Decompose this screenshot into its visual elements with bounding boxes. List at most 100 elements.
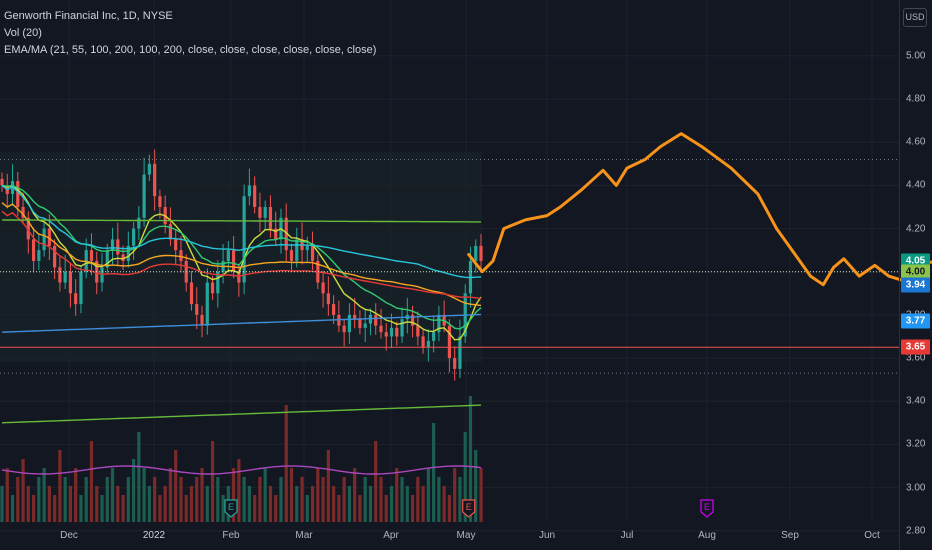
volume-bar (474, 450, 478, 522)
candle (479, 245, 483, 261)
candle (200, 314, 204, 326)
candle (137, 217, 141, 229)
volume-bar (347, 486, 352, 522)
candle (332, 304, 336, 315)
x-tick-label: Dec (60, 530, 78, 541)
svg-text:E: E (466, 502, 472, 512)
volume-bar (105, 477, 109, 522)
candle (247, 185, 251, 197)
volume-bar (363, 477, 367, 522)
volume-bar (153, 477, 157, 522)
candle (426, 340, 430, 348)
volume-bar (332, 486, 336, 522)
ma-200-line (1, 313, 482, 333)
symbol-title[interactable]: Genworth Financial Inc, 1D, NYSE (4, 10, 173, 22)
candle (79, 271, 83, 305)
candle (253, 185, 257, 207)
volume-bar (37, 477, 41, 522)
candle (358, 319, 362, 328)
candle (400, 319, 404, 337)
y-tick-label: 2.80 (906, 525, 926, 537)
candle (216, 271, 220, 294)
ema-indicator-label[interactable]: EMA/MA (21, 55, 100, 200, 100, 200, clos… (4, 44, 377, 56)
candle (263, 206, 267, 218)
candle (237, 271, 241, 283)
volume-bar (184, 495, 188, 522)
volume-bar (179, 477, 183, 522)
candle (353, 314, 357, 320)
ema-100-line (1, 202, 482, 307)
volume-bar (68, 486, 73, 522)
volume-bar (95, 486, 99, 522)
candle (42, 228, 46, 251)
volume-bar (200, 468, 204, 522)
y-tick-label: 3.20 (906, 438, 926, 450)
candle (458, 336, 462, 369)
volume-bar (31, 495, 36, 522)
volume-bar (442, 486, 446, 522)
volume-bar (437, 477, 441, 522)
candle (58, 267, 62, 283)
price-badge: 3.77 (901, 313, 930, 329)
volume-bar (447, 495, 452, 522)
volume-bar (384, 495, 388, 522)
candle (37, 250, 41, 261)
volume-bar (358, 495, 362, 522)
volume-bar (237, 459, 241, 522)
volume-indicator-label[interactable]: Vol (20) (4, 27, 42, 39)
x-tick-label: Oct (864, 530, 880, 541)
volume-ma-line (1, 465, 482, 475)
candle (179, 250, 183, 261)
volume-bar (284, 405, 288, 522)
candle (121, 254, 125, 261)
volume-bar (84, 477, 88, 522)
volume-bar (89, 441, 94, 522)
candle (147, 163, 151, 175)
earnings-marker: E (700, 499, 714, 518)
candle (389, 327, 394, 337)
svg-text:E: E (704, 502, 710, 512)
volume-bar (268, 486, 273, 522)
volume-bar (463, 432, 467, 522)
candle (421, 336, 425, 348)
candle (21, 206, 25, 218)
volume-bar (279, 477, 283, 522)
volume-bar (126, 477, 130, 522)
volume-bar (258, 477, 262, 522)
x-tick-label: Jun (538, 530, 556, 541)
candle (437, 314, 441, 333)
candle (226, 250, 230, 261)
volume-bar (10, 495, 15, 522)
candle (158, 196, 162, 207)
volume-bar (479, 468, 483, 522)
y-tick-label: 4.40 (906, 179, 926, 191)
volume-bar (221, 495, 225, 522)
volume-bar (295, 486, 299, 522)
x-tick-label: 2022 (142, 530, 166, 541)
candle (31, 239, 36, 261)
candle (432, 332, 436, 341)
volume-bar (453, 468, 457, 522)
candle (284, 217, 288, 251)
volume-bar (147, 486, 151, 522)
candle (210, 282, 215, 294)
x-tick-label: Aug (698, 530, 716, 541)
volume-bar (79, 495, 83, 522)
candle (232, 250, 236, 272)
candle (289, 250, 294, 261)
candle (363, 323, 367, 328)
candle (63, 271, 67, 283)
volume-bar (47, 486, 51, 522)
currency-button[interactable]: USD (903, 8, 927, 27)
candle (74, 293, 78, 305)
candle (0, 178, 4, 186)
svg-text:E: E (228, 502, 234, 512)
volume-bar (321, 477, 325, 522)
x-tick-label: Feb (222, 530, 240, 541)
candle (174, 239, 178, 251)
volume-bar (337, 495, 341, 522)
x-tick-label: Sep (781, 530, 799, 541)
candle (189, 282, 194, 305)
price-badge: 3.65 (901, 339, 930, 355)
